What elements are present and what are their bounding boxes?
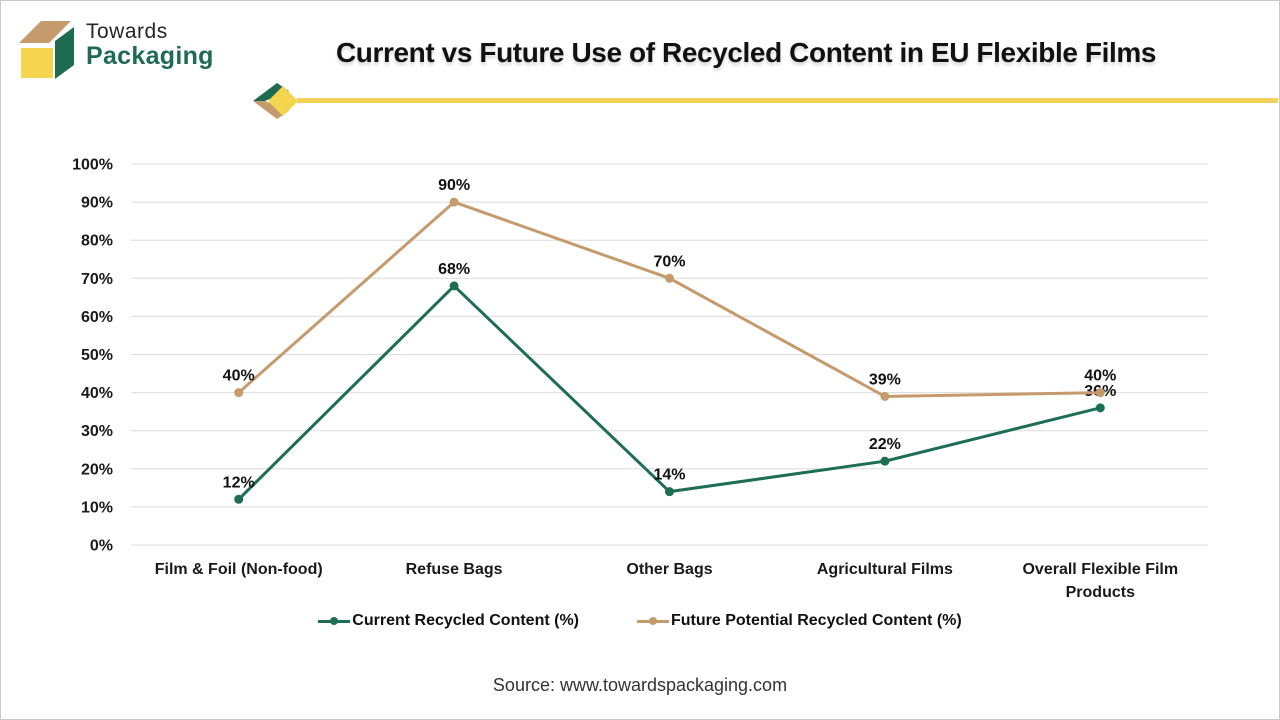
legend-item-current: Current Recycled Content (%) (318, 612, 579, 630)
page-title: Current vs Future Use of Recycled Conten… (335, 37, 1157, 68)
x-category-label: Other Bags (626, 561, 712, 578)
y-tick-label: 10% (81, 499, 113, 516)
legend-label-future: Future Potential Recycled Content (%) (671, 612, 962, 629)
data-point (234, 494, 244, 504)
data-point (880, 456, 890, 466)
source-text: Source: www.towardspackaging.com (492, 675, 788, 695)
towards-packaging-logo-icon (19, 21, 74, 79)
towards-packaging-logo-text: Towards Packaging (86, 20, 214, 71)
data-point-label: 70% (653, 253, 685, 270)
title-arrow-icon (253, 83, 298, 119)
data-point-label: 12% (223, 474, 255, 491)
chart-legend: Current Recycled Content (%) Future Pote… (1, 612, 1279, 630)
y-tick-label: 30% (81, 423, 113, 440)
x-category-label: Refuse Bags (406, 561, 503, 578)
legend-item-future: Future Potential Recycled Content (%) (637, 612, 962, 630)
chart-svg: 0% 10% 20% 30% 40% 50% 60% 70% 80% 90% 100% Film & … (72, 157, 1208, 601)
y-tick-label: 80% (81, 233, 113, 250)
x-category-label: Overall Flexible Film (1022, 561, 1178, 578)
legend-marker-future-icon (637, 616, 669, 626)
x-category-label: Agricultural Films (817, 561, 953, 578)
data-point-label: 14% (653, 467, 685, 484)
y-tick-label: 70% (81, 271, 113, 288)
data-point (1095, 403, 1105, 413)
y-tick-label: 100% (72, 157, 113, 174)
data-point-label: 68% (438, 261, 470, 278)
y-tick-label: 20% (81, 461, 113, 478)
y-tick-label: 90% (81, 195, 113, 212)
data-point (665, 487, 674, 497)
series-line (237, 200, 1101, 398)
data-point (234, 388, 244, 398)
title-underline (297, 98, 1278, 103)
data-point-label: 22% (869, 436, 901, 453)
y-tick-label: 0% (90, 538, 113, 555)
data-point (1095, 388, 1105, 398)
data-point-label: 90% (438, 177, 470, 194)
logo-word-packaging: Packaging (86, 42, 214, 71)
data-point (449, 281, 459, 291)
x-category-label: Film & Foil (Non-food) (155, 561, 323, 578)
data-point-label: 40% (1084, 368, 1116, 385)
data-point (880, 391, 890, 401)
y-tick-label: 60% (81, 309, 113, 326)
y-tick-label: 40% (81, 385, 113, 402)
data-point (665, 273, 674, 283)
legend-label-current: Current Recycled Content (%) (352, 612, 579, 629)
y-tick-label: 50% (81, 347, 113, 364)
x-category-label: Products (1066, 584, 1135, 601)
data-point (449, 197, 459, 207)
data-point-label: 39% (869, 371, 901, 388)
data-point-label: 40% (223, 368, 255, 385)
legend-marker-current-icon (318, 616, 351, 626)
logo-word-towards: Towards (86, 20, 168, 43)
